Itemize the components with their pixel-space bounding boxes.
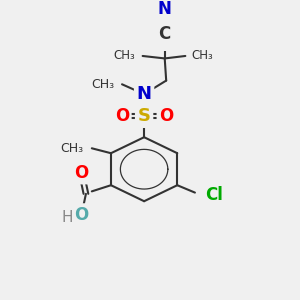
Text: C: C: [159, 25, 171, 43]
Text: N: N: [158, 0, 172, 18]
Text: H: H: [61, 210, 73, 225]
Text: O: O: [74, 164, 88, 182]
Text: Cl: Cl: [205, 186, 223, 204]
Text: CH₃: CH₃: [60, 142, 83, 155]
Text: CH₃: CH₃: [191, 50, 213, 62]
Text: N: N: [136, 85, 152, 103]
Text: CH₃: CH₃: [113, 50, 135, 62]
Text: O: O: [74, 206, 88, 224]
Text: CH₃: CH₃: [92, 78, 115, 91]
Text: O: O: [159, 107, 173, 125]
Text: S: S: [138, 107, 151, 125]
Text: O: O: [115, 107, 129, 125]
